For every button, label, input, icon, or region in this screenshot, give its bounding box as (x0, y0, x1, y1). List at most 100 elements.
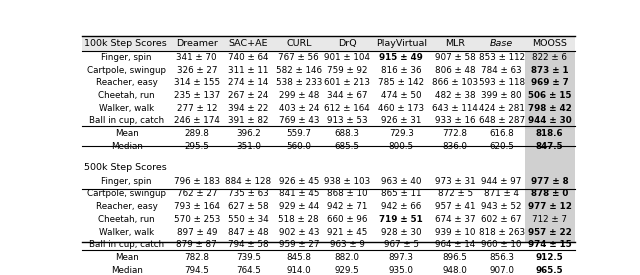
Text: 841 ± 45: 841 ± 45 (278, 189, 319, 199)
Text: 403 ± 24: 403 ± 24 (278, 104, 319, 113)
Text: 865 ± 11: 865 ± 11 (381, 189, 422, 199)
Text: Cheetah, run: Cheetah, run (99, 91, 155, 100)
Text: 929 ± 44: 929 ± 44 (278, 202, 319, 211)
Text: Dreamer: Dreamer (176, 39, 218, 48)
Text: 351.0: 351.0 (236, 142, 261, 151)
Text: 582 ± 146: 582 ± 146 (276, 65, 322, 75)
Text: 506 ± 15: 506 ± 15 (528, 91, 572, 100)
Text: MOOSS: MOOSS (532, 39, 567, 48)
Text: 822 ± 6: 822 ± 6 (532, 53, 567, 62)
Text: Finger, spin: Finger, spin (102, 177, 152, 186)
Text: 719 ± 51: 719 ± 51 (380, 215, 423, 224)
Text: 482 ± 38: 482 ± 38 (435, 91, 476, 100)
Text: Mean: Mean (115, 129, 139, 138)
Text: 871 ± 4: 871 ± 4 (484, 189, 519, 199)
Text: 729.3: 729.3 (389, 129, 413, 138)
Text: 559.7: 559.7 (286, 129, 311, 138)
Text: Ball in cup, catch: Ball in cup, catch (89, 240, 164, 249)
Text: 299 ± 48: 299 ± 48 (278, 91, 319, 100)
Text: 847 ± 48: 847 ± 48 (228, 227, 269, 236)
Text: 856.3: 856.3 (489, 253, 514, 262)
Text: 973 ± 31: 973 ± 31 (435, 177, 476, 186)
Text: 963 ± 40: 963 ± 40 (381, 177, 422, 186)
Text: 785 ± 142: 785 ± 142 (378, 78, 424, 87)
Text: Ball in cup, catch: Ball in cup, catch (89, 116, 164, 125)
Text: 897.3: 897.3 (389, 253, 414, 262)
Text: 560.0: 560.0 (286, 142, 311, 151)
Text: 806 ± 48: 806 ± 48 (435, 65, 476, 75)
Text: 912.5: 912.5 (536, 253, 564, 262)
Text: PlayVirtual: PlayVirtual (376, 39, 427, 48)
Text: 872 ± 5: 872 ± 5 (438, 189, 473, 199)
Text: 277 ± 12: 277 ± 12 (177, 104, 217, 113)
Text: 394 ± 22: 394 ± 22 (228, 104, 269, 113)
Text: 648 ± 287: 648 ± 287 (479, 116, 525, 125)
Text: Walker, walk: Walker, walk (99, 227, 154, 236)
Text: MLR: MLR (445, 39, 465, 48)
Text: 794 ± 58: 794 ± 58 (228, 240, 269, 249)
Text: 942 ± 71: 942 ± 71 (327, 202, 367, 211)
Text: 879 ± 87: 879 ± 87 (177, 240, 217, 249)
Text: 550 ± 34: 550 ± 34 (228, 215, 269, 224)
Text: 391 ± 82: 391 ± 82 (228, 116, 269, 125)
Text: Cartpole, swingup: Cartpole, swingup (87, 65, 166, 75)
Text: 784 ± 63: 784 ± 63 (481, 65, 522, 75)
Text: 500k Step Scores: 500k Step Scores (84, 164, 167, 172)
Text: Reacher, easy: Reacher, easy (96, 202, 157, 211)
Text: 974 ± 15: 974 ± 15 (528, 240, 572, 249)
Text: 295.5: 295.5 (184, 142, 209, 151)
Text: Mean: Mean (115, 253, 139, 262)
Text: 688.3: 688.3 (335, 129, 360, 138)
Text: 967 ± 5: 967 ± 5 (384, 240, 419, 249)
Text: 739.5: 739.5 (236, 253, 261, 262)
Text: 627 ± 58: 627 ± 58 (228, 202, 269, 211)
Text: 474 ± 50: 474 ± 50 (381, 91, 422, 100)
Text: 538 ± 233: 538 ± 233 (276, 78, 322, 87)
Text: 964 ± 14: 964 ± 14 (435, 240, 476, 249)
Text: 907 ± 58: 907 ± 58 (435, 53, 476, 62)
Text: 969 ± 7: 969 ± 7 (531, 78, 569, 87)
Text: 847.5: 847.5 (536, 142, 564, 151)
Text: 762 ± 27: 762 ± 27 (177, 189, 217, 199)
Text: 643 ± 114: 643 ± 114 (432, 104, 478, 113)
Text: 960 ± 10: 960 ± 10 (481, 240, 522, 249)
Text: 570 ± 253: 570 ± 253 (173, 215, 220, 224)
Text: 772.8: 772.8 (443, 129, 468, 138)
Text: 289.8: 289.8 (184, 129, 209, 138)
Text: 884 ± 128: 884 ± 128 (225, 177, 271, 186)
Text: 764.5: 764.5 (236, 266, 260, 275)
Text: SAC+AE: SAC+AE (228, 39, 268, 48)
Text: 341 ± 70: 341 ± 70 (177, 53, 217, 62)
Text: 915 ± 49: 915 ± 49 (380, 53, 423, 62)
Text: 616.8: 616.8 (489, 129, 514, 138)
Text: 957 ± 41: 957 ± 41 (435, 202, 476, 211)
Text: 963 ± 9: 963 ± 9 (330, 240, 365, 249)
Text: 935.0: 935.0 (389, 266, 414, 275)
Text: 344 ± 67: 344 ± 67 (327, 91, 367, 100)
Text: 878 ± 0: 878 ± 0 (531, 189, 568, 199)
Text: 460 ± 173: 460 ± 173 (378, 104, 424, 113)
Text: 100k Step Scores: 100k Step Scores (84, 39, 167, 48)
Text: 602 ± 67: 602 ± 67 (481, 215, 522, 224)
Text: Finger, spin: Finger, spin (102, 53, 152, 62)
Text: 926 ± 45: 926 ± 45 (278, 177, 319, 186)
Text: 660 ± 96: 660 ± 96 (327, 215, 367, 224)
Text: Base: Base (490, 39, 513, 48)
Text: 518 ± 28: 518 ± 28 (278, 215, 319, 224)
Text: 957 ± 22: 957 ± 22 (528, 227, 572, 236)
Text: 902 ± 43: 902 ± 43 (278, 227, 319, 236)
Text: 868 ± 10: 868 ± 10 (327, 189, 367, 199)
Text: 612 ± 164: 612 ± 164 (324, 104, 370, 113)
Text: 399 ± 80: 399 ± 80 (481, 91, 522, 100)
Text: 326 ± 27: 326 ± 27 (177, 65, 217, 75)
Text: 620.5: 620.5 (489, 142, 514, 151)
Text: 735 ± 63: 735 ± 63 (228, 189, 269, 199)
Text: 769 ± 43: 769 ± 43 (278, 116, 319, 125)
Text: Reacher, easy: Reacher, easy (96, 78, 157, 87)
Text: 782.8: 782.8 (184, 253, 209, 262)
Text: 794.5: 794.5 (184, 266, 209, 275)
Text: 977 ± 8: 977 ± 8 (531, 177, 568, 186)
Text: 921 ± 45: 921 ± 45 (327, 227, 367, 236)
Text: 396.2: 396.2 (236, 129, 260, 138)
Text: 938 ± 103: 938 ± 103 (324, 177, 371, 186)
